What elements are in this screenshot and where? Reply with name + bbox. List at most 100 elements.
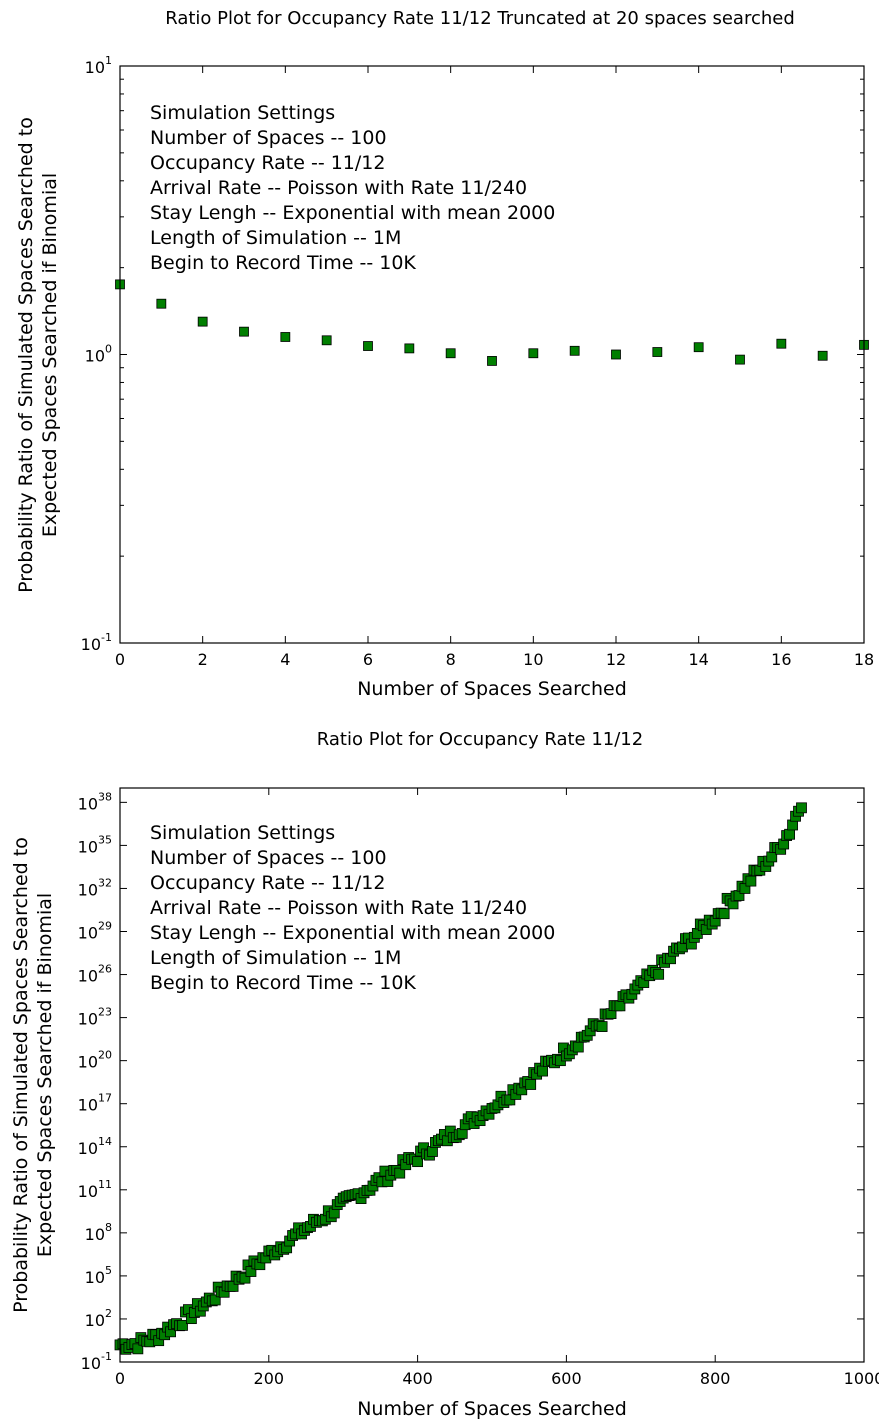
- y-tick-label: 1029: [78, 920, 112, 943]
- data-point: [525, 1079, 537, 1090]
- x-tick-label: 4: [280, 650, 290, 669]
- data-point: [528, 348, 539, 359]
- data-point: [363, 341, 373, 351]
- data-point: [693, 342, 704, 353]
- y-tick-label: 101: [85, 54, 112, 77]
- data-point: [427, 1146, 438, 1157]
- annotation-line: Occupancy Rate -- 11/12: [150, 872, 385, 894]
- data-point: [321, 335, 332, 346]
- data-point: [652, 347, 663, 357]
- chart-1-ticks: 0 2 4 6 8 10 12 14 16 18 10-1 100 101: [81, 54, 875, 669]
- chart-2-xlabel: Number of Spaces Searched: [357, 1398, 627, 1420]
- data-point: [653, 968, 665, 980]
- chart-2-markers: [114, 802, 807, 1355]
- data-point: [487, 356, 497, 366]
- data-point: [745, 875, 757, 887]
- chart-1-annotation: Simulation Settings Number of Spaces -- 1…: [150, 102, 555, 274]
- data-point: [280, 332, 291, 342]
- annotation-line: Begin to Record Time -- 10K: [150, 972, 416, 994]
- chart-2-ticks: 0 200 400 600 800 1000 10-1 102 105 108 1011 1014 10…: [78, 788, 879, 1388]
- data-point: [569, 345, 580, 356]
- data-point: [817, 350, 828, 361]
- y-tick-label: 10-1: [81, 1350, 112, 1373]
- chart-1: Ratio Plot for Occupancy Rate 11/12 Trun…: [15, 8, 874, 700]
- data-point: [784, 828, 795, 840]
- chart-1-markers: [115, 279, 869, 366]
- y-tick-label: 1026: [78, 963, 112, 986]
- chart-1-ylabel-line-1: Probability Ratio of Simulated Spaces Se…: [15, 117, 37, 593]
- annotation-line: Arrival Rate -- Poisson with Rate 11/240: [150, 177, 527, 199]
- chart-2-title: Ratio Plot for Occupancy Rate 11/12: [317, 729, 643, 750]
- data-point: [776, 338, 787, 349]
- annotation-line: Begin to Record Time -- 10K: [150, 252, 416, 274]
- chart-2-ylabel-line-2: Expected Spaces Searched if Binomial: [34, 893, 56, 1257]
- y-tick-label: 1023: [78, 1006, 112, 1029]
- y-tick-label: 10-1: [81, 631, 112, 654]
- data-point: [132, 1343, 144, 1355]
- y-tick-label: 1038: [78, 790, 112, 813]
- x-tick-label: 800: [700, 1369, 731, 1388]
- data-point: [445, 348, 456, 359]
- y-tick-label: 105: [85, 1264, 112, 1287]
- data-point: [412, 1156, 424, 1168]
- data-point: [572, 1041, 584, 1053]
- x-tick-label: 0: [115, 650, 125, 669]
- y-tick-label: 1014: [78, 1135, 112, 1158]
- data-point: [766, 851, 778, 863]
- data-point: [245, 1266, 257, 1277]
- data-point: [239, 1272, 251, 1284]
- y-tick-label: 1032: [78, 876, 112, 899]
- data-point: [735, 354, 745, 365]
- x-tick-label: 200: [254, 1369, 285, 1388]
- data-point: [596, 1021, 608, 1032]
- x-tick-label: 14: [688, 650, 708, 669]
- chart-1-ylabel-line-2: Expected Spaces Searched if Binomial: [39, 173, 61, 537]
- chart-1-plot-frame: [119, 65, 865, 644]
- annotation-line: Stay Lengh -- Exponential with mean 2000: [150, 202, 555, 224]
- chart-2: Ratio Plot for Occupancy Rate 11/12 Prob…: [10, 729, 879, 1420]
- y-tick-label: 1020: [78, 1049, 112, 1072]
- chart-2-plot-frame: [119, 787, 865, 1363]
- annotation-line: Stay Lengh -- Exponential with mean 2000: [150, 922, 555, 944]
- x-tick-label: 10: [523, 650, 543, 669]
- annotation-line: Simulation Settings: [150, 822, 335, 844]
- chart-1-xlabel: Number of Spaces Searched: [357, 678, 627, 700]
- y-tick-label: 1011: [78, 1178, 112, 1201]
- annotation-line: Occupancy Rate -- 11/12: [150, 152, 385, 174]
- data-point: [394, 1167, 406, 1179]
- data-point: [239, 326, 249, 337]
- y-tick-label: 1035: [78, 833, 112, 856]
- chart-1-title: Ratio Plot for Occupancy Rate 11/12 Trun…: [165, 8, 795, 29]
- data-point: [611, 349, 621, 360]
- data-point: [537, 1065, 548, 1077]
- x-tick-label: 12: [606, 650, 626, 669]
- data-point: [197, 316, 208, 327]
- annotation-line: Length of Simulation -- 1M: [150, 227, 401, 249]
- y-tick-label: 1017: [78, 1092, 112, 1115]
- x-tick-label: 600: [551, 1369, 582, 1388]
- x-tick-label: 8: [446, 650, 456, 669]
- annotation-line: Length of Simulation -- 1M: [150, 947, 401, 969]
- x-tick-label: 2: [198, 650, 208, 669]
- x-tick-label: 400: [402, 1369, 433, 1388]
- x-tick-label: 16: [771, 650, 791, 669]
- chart-2-ylabel-line-1: Probability Ratio of Simulated Spaces Se…: [10, 837, 32, 1313]
- data-point: [209, 1294, 221, 1306]
- chart-1-ylabel: Probability Ratio of Simulated Spaces Se…: [15, 117, 61, 593]
- data-point: [614, 1000, 626, 1012]
- y-tick-label: 102: [85, 1307, 112, 1330]
- data-point: [156, 298, 167, 309]
- y-tick-label: 100: [85, 343, 112, 366]
- x-tick-label: 6: [363, 650, 373, 669]
- annotation-line: Arrival Rate -- Poisson with Rate 11/240: [150, 897, 527, 919]
- chart-2-annotation: Simulation Settings Number of Spaces -- 1…: [150, 822, 555, 994]
- y-tick-label: 108: [85, 1221, 112, 1244]
- x-tick-label: 1000: [844, 1369, 879, 1388]
- data-point: [718, 908, 730, 920]
- chart-2-ylabel: Probability Ratio of Simulated Spaces Se…: [10, 837, 56, 1313]
- x-tick-label: 0: [115, 1369, 125, 1388]
- data-point: [796, 802, 807, 814]
- annotation-line: Simulation Settings: [150, 102, 335, 124]
- x-tick-label: 18: [854, 650, 874, 669]
